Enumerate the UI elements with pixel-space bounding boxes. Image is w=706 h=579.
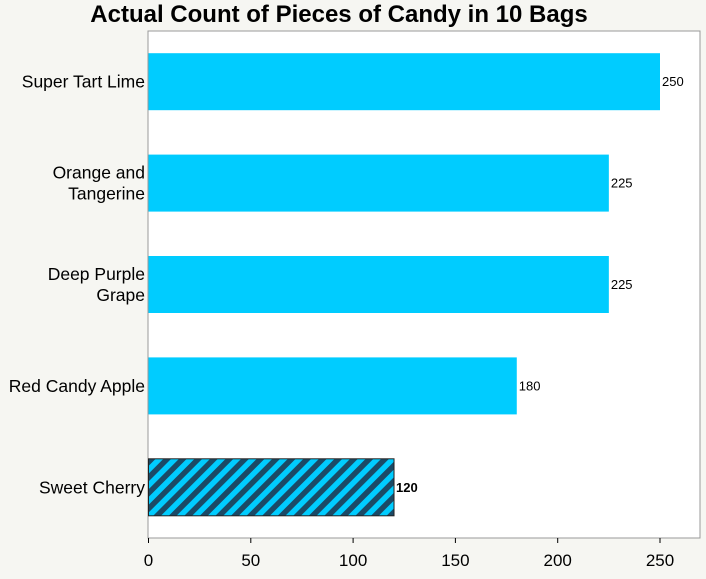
value-label: 180: [519, 378, 541, 393]
bars-group: [148, 53, 660, 517]
value-label: 225: [611, 176, 633, 191]
category-labels: Super Tart Lime Orange and Tangerine Deep P…: [9, 72, 145, 498]
bar: [148, 154, 609, 212]
x-tick-label: 150: [441, 551, 469, 570]
chart-title: Actual Count of Pieces of Candy in 10 Ba…: [90, 1, 587, 28]
category-label: Red Candy Apple: [9, 376, 145, 396]
x-axis: 0 50 100 150 200 250: [144, 538, 674, 570]
value-label: 120: [396, 480, 418, 495]
category-label: Sweet Cherry: [39, 477, 145, 497]
x-tick-label: 50: [241, 551, 260, 570]
value-labels: 250 225 225 180 120: [396, 74, 684, 495]
category-label: Deep Purple Grape: [48, 264, 145, 305]
bar: [148, 256, 609, 313]
category-label: Orange and Tangerine: [53, 163, 145, 204]
bar: [148, 53, 660, 111]
x-tick-label: 250: [646, 551, 674, 570]
bar: [148, 357, 517, 415]
category-label: Super Tart Lime: [22, 72, 145, 92]
bar: [148, 458, 395, 517]
value-label: 225: [611, 277, 633, 292]
x-tick-label: 100: [339, 551, 367, 570]
x-tick-label: 200: [544, 551, 572, 570]
value-label: 250: [662, 74, 684, 89]
x-tick-label: 0: [144, 551, 153, 570]
